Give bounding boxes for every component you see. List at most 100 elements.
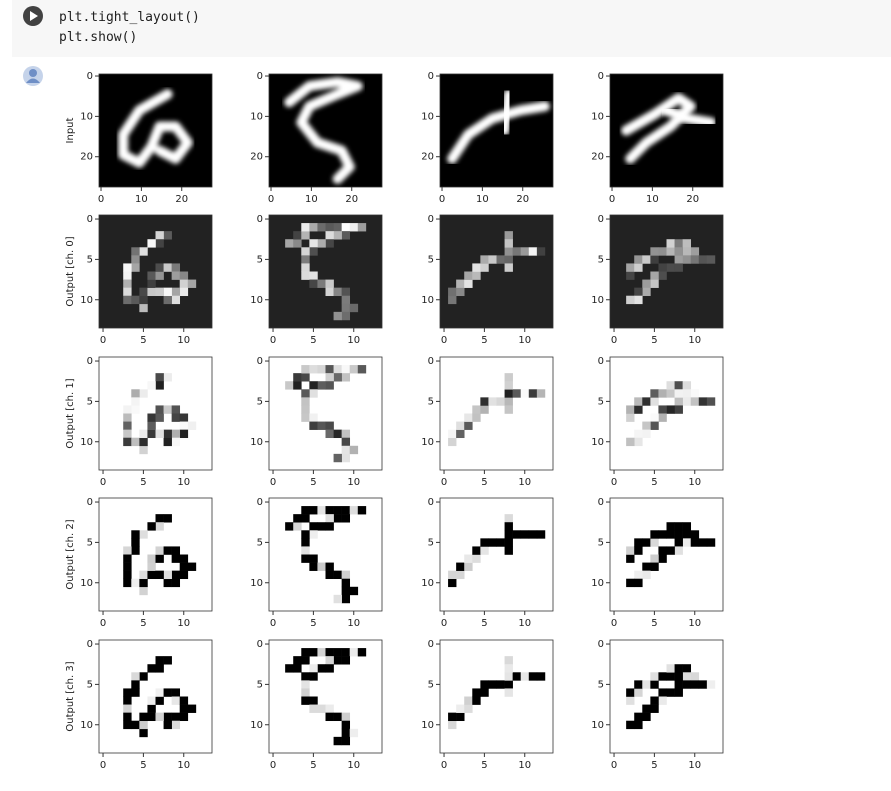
pixel (448, 720, 457, 730)
pixel (147, 562, 156, 571)
pixel (650, 562, 659, 571)
pixel (123, 578, 132, 588)
pixel (179, 712, 189, 722)
pixel (682, 538, 692, 547)
pixel (333, 453, 342, 463)
pixel (504, 263, 513, 272)
pixel (472, 271, 481, 280)
pixel (536, 389, 546, 398)
pixel (496, 680, 505, 689)
pixel (658, 413, 667, 422)
pixel (349, 365, 359, 374)
pixel (626, 696, 635, 705)
pixel (171, 413, 181, 422)
pixel (357, 223, 367, 232)
pixel (155, 546, 164, 555)
pixel (520, 389, 530, 398)
pixel (658, 554, 667, 563)
pixel (690, 680, 700, 689)
x-tick-label: 5 (310, 335, 316, 346)
pixel (187, 704, 197, 713)
pixel (650, 247, 659, 256)
pixel (634, 680, 643, 689)
pixel (698, 538, 708, 547)
pixel (301, 530, 310, 539)
pixel (309, 365, 318, 374)
x-tick-label: 5 (310, 760, 316, 771)
x-tick-label: 10 (347, 618, 360, 629)
pixel (496, 538, 505, 547)
pixel (642, 279, 651, 288)
y-tick-label: 5 (428, 396, 434, 407)
run-button[interactable] (22, 5, 44, 27)
pixel (520, 530, 530, 539)
pixel (333, 656, 342, 665)
y-tick-label: 10 (591, 578, 604, 589)
pixel (626, 554, 635, 563)
pixel (333, 594, 342, 604)
pixel (528, 672, 538, 681)
pixel (658, 405, 667, 414)
pixel (325, 239, 334, 248)
pixel (504, 389, 513, 398)
pixel (658, 546, 667, 555)
pixel (666, 389, 675, 398)
pixel (139, 295, 148, 305)
y-tick-label: 0 (598, 639, 604, 650)
pixel (309, 413, 318, 422)
pixel (674, 397, 683, 406)
pixel (504, 373, 513, 382)
pixel (658, 696, 667, 705)
pixel (634, 437, 643, 447)
pixel (325, 648, 334, 657)
pixel (341, 437, 351, 447)
digit-stroke (499, 89, 514, 136)
pixel (123, 405, 132, 414)
x-tick-label: 5 (481, 477, 487, 488)
x-tick-label: 5 (651, 477, 657, 488)
pixel (666, 405, 675, 414)
pixel (504, 530, 513, 539)
pixel (325, 506, 334, 515)
image-frame (268, 73, 383, 188)
pixel (674, 239, 683, 248)
pixel (301, 271, 310, 280)
pixel (626, 437, 635, 447)
pixel (301, 255, 310, 264)
pixel (301, 413, 310, 422)
pixel (163, 429, 172, 439)
y-tick-label: 0 (87, 639, 93, 650)
pixel (325, 231, 334, 240)
y-tick-label: 5 (257, 396, 263, 407)
pixel (504, 522, 513, 531)
x-tick-label: 0 (100, 760, 106, 771)
pixel (666, 688, 675, 697)
pixel (674, 389, 683, 398)
pixel (349, 223, 359, 232)
pixel (293, 522, 302, 531)
pixel (139, 728, 148, 738)
image-frame (439, 73, 554, 188)
pixel (293, 231, 302, 240)
pixel (171, 720, 181, 730)
pixel (658, 271, 667, 280)
pixel (301, 223, 310, 232)
run-icon[interactable] (30, 11, 38, 21)
pixel (309, 530, 318, 539)
pixel (309, 389, 318, 398)
pixel (171, 263, 181, 272)
pixel (163, 656, 172, 665)
pixel (155, 429, 164, 439)
pixel (301, 247, 310, 256)
pixel (179, 429, 189, 439)
y-tick-label: 5 (87, 679, 93, 690)
pixel (634, 287, 643, 297)
y-tick-label: 10 (421, 578, 434, 589)
pixel (682, 397, 692, 406)
pixel (163, 373, 172, 382)
y-tick-label: 5 (598, 679, 604, 690)
pixel (448, 287, 457, 297)
pixel (682, 247, 692, 256)
x-tick-label: 5 (481, 760, 487, 771)
